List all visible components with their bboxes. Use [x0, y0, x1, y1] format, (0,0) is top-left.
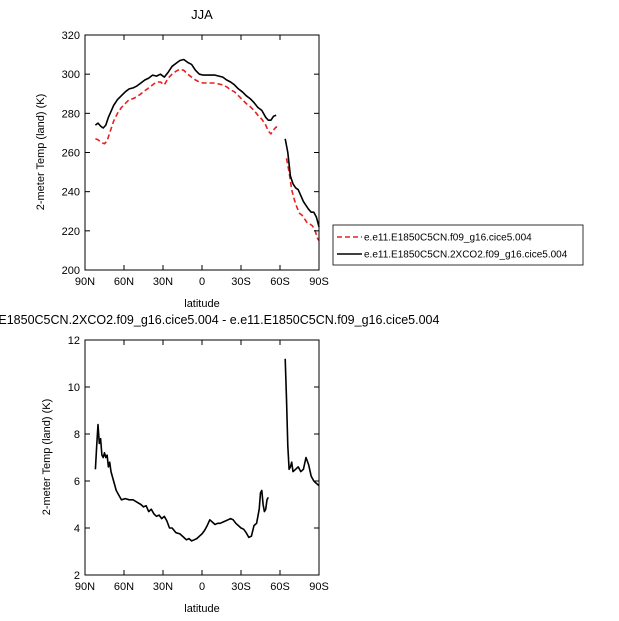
top-series-1-segment-1 — [284, 138, 320, 228]
top-panel: JJA 90N 60N 30N 0 30S 60S 90S 200 220 240 260 280 3… — [35, 7, 584, 310]
top-y-tick-label: 220 — [62, 226, 80, 238]
bottom-x-tick-label: 30N — [153, 581, 173, 593]
top-x-tick-label: 90S — [309, 276, 329, 288]
bottom-panel: e.e11.E1850C5CN.2XCO2.f09_g16.cice5.004 … — [0, 313, 439, 615]
top-series-0-segment-1 — [285, 158, 320, 242]
top-plot-area — [94, 58, 320, 242]
bottom-y-tick-label: 8 — [74, 429, 80, 441]
top-x-tick-label: 0 — [199, 276, 205, 288]
top-x-tick-label: 30S — [231, 276, 251, 288]
top-x-axis-label: latitude — [184, 298, 219, 310]
top-chart-title: JJA — [191, 7, 213, 22]
legend-label-control: e.e11.E1850C5CN.f09_g16.cice5.004 — [364, 233, 532, 244]
legend-box — [332, 224, 584, 266]
bottom-x-tick-label: 60S — [270, 581, 290, 593]
top-y-ticks: 200 220 240 260 280 300 320 — [62, 30, 319, 277]
bottom-series-0-segment-0 — [94, 423, 270, 542]
bottom-y-tick-label: 4 — [74, 523, 80, 535]
top-x-tick-label: 30N — [153, 276, 173, 288]
bottom-plot-area — [94, 358, 320, 542]
top-x-tick-label: 90N — [75, 276, 95, 288]
bottom-x-tick-label: 90S — [309, 581, 329, 593]
top-y-axis-label: 2-meter Temp (land) (K) — [35, 94, 47, 211]
bottom-x-tick-label: 90N — [75, 581, 95, 593]
top-y-tick-label: 260 — [62, 148, 80, 160]
bottom-y-ticks: 2 4 6 8 10 12 — [68, 335, 319, 582]
top-legend: e.e11.E1850C5CN.f09_g16.cice5.004 e.e11.… — [332, 224, 584, 266]
bottom-plot-frame — [84, 339, 320, 576]
top-y-tick-label: 320 — [62, 30, 80, 42]
top-series-0-segment-0 — [95, 68, 279, 145]
bottom-y-tick-label: 10 — [68, 382, 80, 394]
top-y-tick-label: 200 — [62, 265, 80, 277]
bottom-x-ticks: 90N 60N 30N 0 30S 60S 90S — [75, 340, 329, 593]
bottom-series-0-segment-1 — [284, 358, 320, 487]
top-series-1-segment-0 — [94, 58, 277, 129]
top-x-ticks: 90N 60N 30N 0 30S 60S 90S — [75, 35, 329, 288]
legend-label-2xco2: e.e11.E1850C5CN.2XCO2.f09_g16.cice5.004 — [364, 250, 568, 261]
top-x-tick-label: 60S — [270, 276, 290, 288]
bottom-x-axis-label: latitude — [184, 603, 219, 615]
bottom-chart-title: e.e11.E1850C5CN.2XCO2.f09_g16.cice5.004 … — [0, 313, 439, 327]
bottom-y-tick-label: 2 — [74, 570, 80, 582]
top-y-tick-label: 300 — [62, 69, 80, 81]
bottom-y-axis-label: 2-meter Temp (land) (K) — [41, 399, 53, 516]
top-x-tick-label: 60N — [114, 276, 134, 288]
bottom-x-tick-label: 0 — [199, 581, 205, 593]
bottom-y-tick-label: 12 — [68, 335, 80, 347]
bottom-x-tick-label: 30S — [231, 581, 251, 593]
top-y-tick-label: 240 — [62, 187, 80, 199]
bottom-x-tick-label: 60N — [114, 581, 134, 593]
bottom-y-tick-label: 6 — [74, 476, 80, 488]
top-y-tick-label: 280 — [62, 108, 80, 120]
top-plot-frame — [84, 34, 320, 271]
